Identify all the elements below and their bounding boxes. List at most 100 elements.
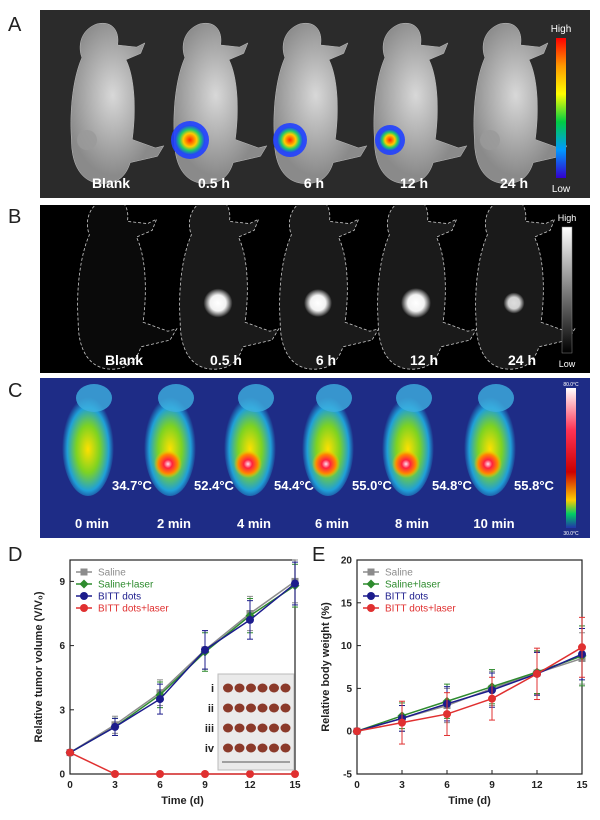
panel-b-scale-low: Low [559, 359, 576, 369]
x-axis-label: Time (d) [161, 795, 204, 807]
tumor-sample [257, 743, 268, 753]
nir-signal [401, 288, 431, 318]
mouse-silhouette [70, 22, 165, 184]
mouse-outline [77, 205, 178, 370]
tumor-sample [223, 683, 233, 693]
data-point [291, 579, 299, 588]
series-line [356, 653, 583, 732]
panel-b-colorbar [561, 226, 573, 354]
thermal-hotspot [154, 450, 182, 478]
inset-row-label: ii [208, 703, 214, 715]
data-point [66, 748, 74, 757]
panel-a-colorbar [556, 38, 566, 178]
panel-a-label: A [8, 14, 22, 36]
thermal-hotspot [392, 450, 420, 478]
panel-d-label: D [8, 544, 23, 566]
y-axis-label: Relative body weight (%) [320, 602, 332, 732]
series-saline [353, 632, 586, 735]
tumor-sample [246, 723, 256, 733]
tumor-sample [280, 723, 291, 733]
x-tick-label: 3 [112, 780, 118, 791]
tumor-sample [280, 743, 291, 753]
tumor-sample [234, 723, 245, 733]
panel-c-label: C [8, 380, 23, 402]
time-label: 4 min [237, 516, 271, 531]
data-point [367, 568, 375, 576]
tumor-sample [257, 723, 268, 733]
panel-a-fluorescence-images: Blank 0.5 h 6 h 12 h 24 h High Low [40, 10, 590, 198]
y-tick-label: 5 [346, 684, 352, 695]
series-bitt-dots-laser [353, 616, 586, 745]
x-tick-label: 12 [531, 780, 543, 791]
temperature-label: 55.0°C [352, 478, 393, 493]
timepoint-label: 12 h [400, 175, 428, 191]
mouse-outline [475, 205, 576, 370]
time-label: 8 min [395, 516, 429, 531]
data-point [201, 645, 209, 654]
temperature-label: 55.8°C [514, 478, 555, 493]
thermal-head [478, 384, 514, 412]
legend-label: BITT dots [98, 592, 141, 603]
timepoint-label: 24 h [508, 352, 536, 368]
tumor-sample [246, 683, 256, 693]
timepoint-label: 0.5 h [198, 175, 230, 191]
legend-label: Saline [385, 568, 413, 579]
y-tick-label: 10 [341, 641, 353, 652]
tumor-sample [223, 723, 233, 733]
y-tick-label: 9 [59, 577, 65, 588]
y-tick-label: 3 [59, 705, 65, 716]
tumor-sample [269, 743, 279, 753]
series-line [69, 580, 296, 754]
nir-signal [304, 289, 332, 317]
series-line [356, 646, 583, 732]
thermal-head [238, 384, 274, 412]
mouse-outline [377, 205, 478, 370]
thermal-mouse [62, 392, 114, 496]
data-point [443, 710, 451, 719]
data-point [366, 579, 376, 589]
y-tick-label: 15 [341, 598, 353, 609]
data-point [367, 592, 375, 600]
data-point [398, 718, 406, 727]
mouse-outline [179, 205, 280, 370]
time-label: 10 min [473, 516, 514, 531]
tumor-sample [280, 703, 291, 713]
x-tick-label: 15 [289, 780, 301, 791]
series-line [69, 582, 296, 754]
tumor-sample [223, 743, 233, 753]
x-axis-label: Time (d) [448, 795, 491, 807]
thermal-head [158, 384, 194, 412]
fluorescence-signal [379, 129, 401, 151]
legend-label: BITT dots [385, 592, 428, 603]
nir-signal [503, 292, 525, 314]
tumor-sample [269, 723, 279, 733]
timepoint-label: 6 h [304, 175, 324, 191]
x-tick-label: 12 [244, 780, 256, 791]
data-point [80, 604, 88, 612]
temperature-label: 52.4°C [194, 478, 235, 493]
thermal-hotspot [234, 450, 262, 478]
tumor-sample [223, 703, 233, 713]
x-tick-label: 6 [444, 780, 450, 791]
data-point [488, 694, 496, 703]
series-bitt-dots [353, 627, 586, 736]
panel-c-scale-high: 80.0°C [563, 382, 579, 388]
data-point [111, 770, 119, 778]
mouse-silhouette [373, 22, 468, 184]
data-point [533, 669, 541, 678]
nir-signal [203, 288, 233, 318]
fluorescence-signal [175, 125, 205, 155]
panel-b-label: B [8, 206, 22, 228]
tumor-sample [269, 683, 279, 693]
inset-row-label: i [211, 683, 214, 695]
data-point [156, 770, 164, 778]
legend-label: Saline+laser [98, 580, 154, 591]
timepoint-label: 6 h [316, 352, 336, 368]
panel-a-scale-high: High [551, 24, 572, 35]
inset-row-label: iii [205, 723, 214, 735]
tumor-sample [280, 683, 291, 693]
tumor-sample [234, 683, 245, 693]
fluorescence-signal [277, 127, 303, 153]
panel-b-nir-images: Blank 0.5 h 6 h 12 h 24 h High Low [40, 205, 590, 373]
